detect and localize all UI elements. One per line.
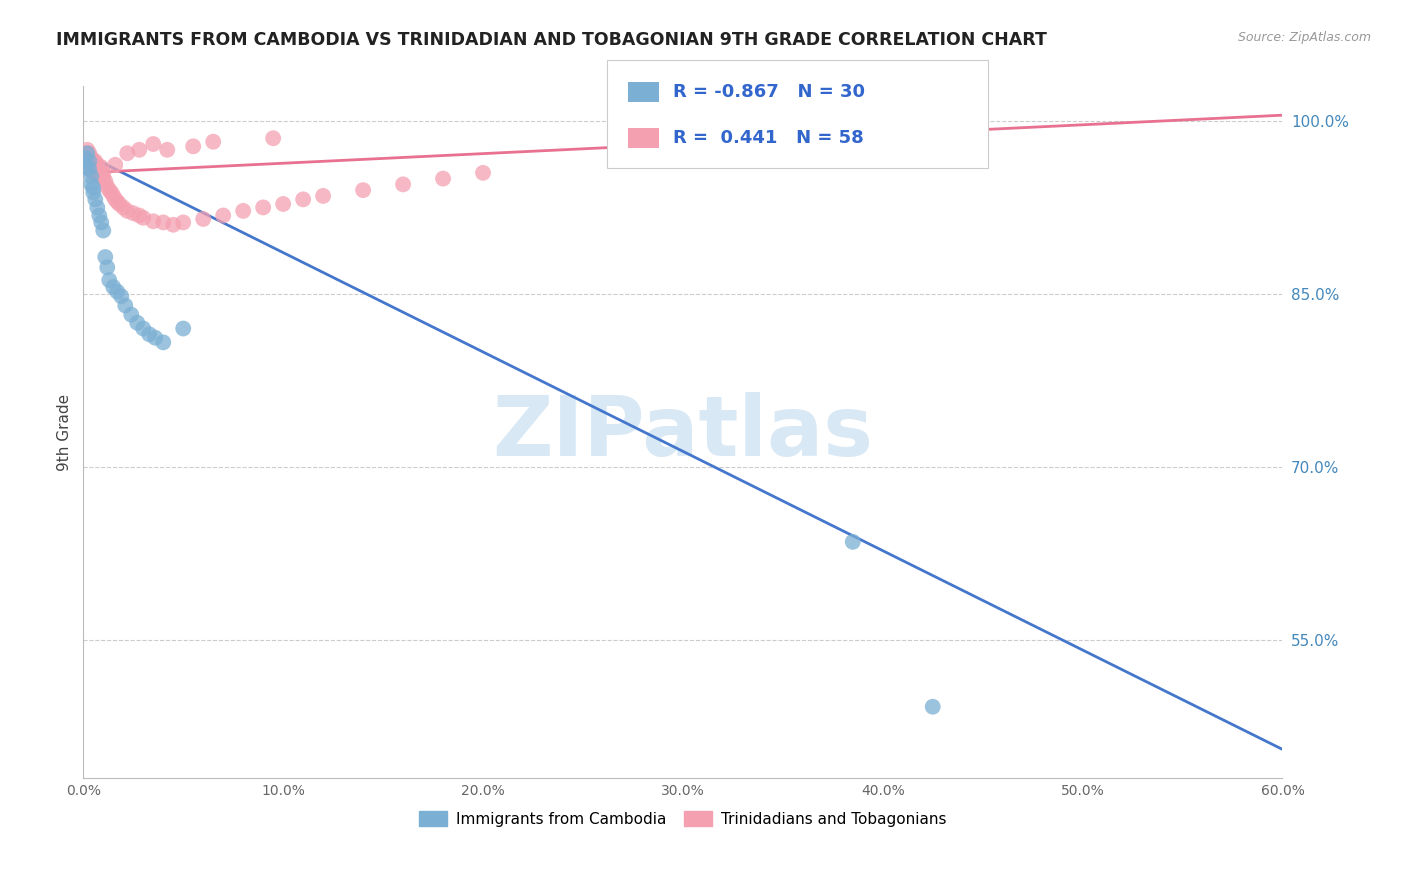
Point — [152, 335, 174, 350]
Point — [392, 178, 415, 192]
Legend: Immigrants from Cambodia, Trinidadians and Tobagonians: Immigrants from Cambodia, Trinidadians a… — [413, 805, 953, 833]
Point — [232, 203, 254, 218]
Point — [112, 201, 135, 215]
Point — [76, 143, 98, 157]
Point — [132, 321, 155, 335]
Point — [162, 218, 184, 232]
Point — [120, 308, 142, 322]
Point — [76, 146, 98, 161]
Point — [138, 327, 160, 342]
Point — [89, 169, 111, 184]
Point — [104, 193, 127, 207]
Point — [79, 146, 101, 161]
Point — [90, 215, 112, 229]
Text: IMMIGRANTS FROM CAMBODIA VS TRINIDADIAN AND TOBAGONIAN 9TH GRADE CORRELATION CHA: IMMIGRANTS FROM CAMBODIA VS TRINIDADIAN … — [56, 31, 1047, 49]
Point — [82, 160, 104, 174]
Point — [91, 171, 114, 186]
Point — [921, 699, 943, 714]
Point — [96, 179, 118, 194]
Text: R =  0.441   N = 58: R = 0.441 N = 58 — [673, 129, 865, 147]
Point — [76, 160, 98, 174]
Point — [142, 214, 165, 228]
Point — [122, 206, 145, 220]
Point — [80, 178, 103, 192]
Point — [181, 139, 204, 153]
Point — [172, 321, 194, 335]
Point — [105, 285, 128, 299]
Point — [86, 201, 108, 215]
Point — [79, 158, 101, 172]
Point — [84, 193, 107, 207]
Point — [75, 151, 97, 165]
Point — [94, 174, 117, 188]
Point — [86, 166, 108, 180]
Text: ZIPatlas: ZIPatlas — [492, 392, 873, 473]
Point — [193, 211, 215, 226]
Point — [80, 169, 103, 184]
Point — [82, 154, 104, 169]
Point — [472, 166, 495, 180]
Point — [84, 154, 107, 169]
Point — [352, 183, 374, 197]
Point — [94, 250, 117, 264]
Point — [842, 534, 865, 549]
Point — [98, 183, 121, 197]
Point — [117, 203, 139, 218]
Point — [82, 181, 104, 195]
Point — [89, 209, 111, 223]
Point — [262, 131, 284, 145]
Point — [79, 151, 101, 165]
Point — [84, 162, 107, 177]
Point — [108, 197, 131, 211]
Point — [132, 211, 155, 225]
Point — [82, 166, 104, 180]
Point — [114, 298, 136, 312]
Point — [128, 143, 150, 157]
Point — [91, 223, 114, 237]
Point — [75, 146, 97, 161]
Point — [90, 160, 112, 174]
Point — [104, 158, 127, 172]
Point — [143, 331, 166, 345]
Point — [142, 136, 165, 151]
Point — [76, 151, 98, 165]
Point — [432, 171, 454, 186]
Point — [100, 186, 122, 200]
Point — [86, 158, 108, 172]
Point — [80, 156, 103, 170]
Point — [105, 194, 128, 209]
Point — [98, 273, 121, 287]
Point — [252, 201, 274, 215]
Point — [110, 289, 132, 303]
Point — [128, 209, 150, 223]
Point — [117, 146, 139, 161]
Text: Source: ZipAtlas.com: Source: ZipAtlas.com — [1237, 31, 1371, 45]
Point — [172, 215, 194, 229]
Text: R = -0.867   N = 30: R = -0.867 N = 30 — [673, 83, 866, 101]
Y-axis label: 9th Grade: 9th Grade — [58, 393, 72, 471]
Point — [312, 189, 335, 203]
Point — [82, 186, 104, 200]
Point — [202, 135, 225, 149]
Point — [152, 215, 174, 229]
Point — [127, 316, 149, 330]
Point — [212, 209, 235, 223]
Point — [90, 168, 112, 182]
Point — [103, 280, 125, 294]
Point — [89, 162, 111, 177]
Point — [156, 143, 179, 157]
Point — [79, 162, 101, 177]
Point — [79, 154, 101, 169]
Point — [96, 260, 118, 275]
Point — [91, 166, 114, 180]
Point — [80, 162, 103, 177]
Point — [271, 197, 294, 211]
Point — [80, 151, 103, 165]
Point — [103, 189, 125, 203]
Point — [292, 193, 315, 207]
